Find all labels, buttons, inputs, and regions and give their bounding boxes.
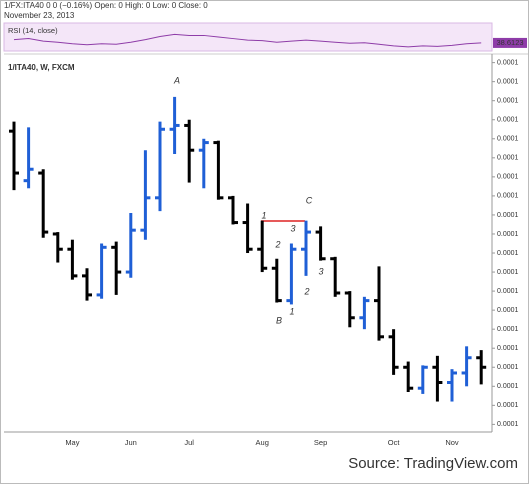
annotation: A: [173, 75, 180, 85]
y-tick-label: 0.0001: [497, 307, 519, 314]
rsi-label: 38.6123: [496, 38, 523, 47]
chart-title: 1/ITA40, W, FXCM: [8, 63, 75, 72]
annotation: 2: [274, 239, 280, 249]
annotation: 1: [289, 306, 294, 316]
annotation: 3: [318, 266, 323, 276]
y-tick-label: 0.0001: [497, 326, 519, 333]
x-tick-label: May: [65, 438, 79, 447]
x-tick-label: Aug: [256, 438, 269, 447]
y-tick-label: 0.0001: [497, 155, 519, 162]
x-tick-label: Nov: [445, 438, 459, 447]
rsi-title: RSI (14, close): [8, 26, 58, 35]
y-tick-label: 0.0001: [497, 383, 519, 390]
annotation: 1: [261, 210, 266, 220]
y-tick-label: 0.0001: [497, 250, 519, 257]
y-tick-label: 0.0001: [497, 59, 519, 66]
x-tick-label: Oct: [388, 438, 401, 447]
y-tick-label: 0.0001: [497, 98, 519, 105]
y-tick-label: 0.0001: [497, 402, 519, 409]
annotation: C: [306, 195, 313, 205]
y-tick-label: 0.0001: [497, 421, 519, 428]
y-tick-label: 0.0001: [497, 117, 519, 124]
y-tick-label: 0.0001: [497, 79, 519, 86]
y-tick-label: 0.0001: [497, 231, 519, 238]
y-tick-label: 0.0001: [497, 364, 519, 371]
date: November 23, 2013: [4, 11, 75, 20]
y-tick-label: 0.0001: [497, 269, 519, 276]
y-tick-label: 0.0001: [497, 193, 519, 200]
x-tick-label: Sep: [314, 438, 327, 447]
rsi-line: [13, 33, 482, 48]
y-tick-label: 0.0001: [497, 288, 519, 295]
y-tick-label: 0.0001: [497, 136, 519, 143]
rsi-label-box: [493, 37, 527, 48]
symbol-line: 1/FX:ITA40 0 0 (−0.16%) Open: 0 High: 0 …: [4, 1, 208, 10]
annotation: B: [276, 315, 282, 325]
annotation: 3: [290, 223, 295, 233]
y-tick-label: 0.0001: [497, 174, 519, 181]
source: Source: TradingView.com: [348, 455, 518, 472]
annotation: 2: [303, 286, 309, 296]
y-tick-label: 0.0001: [497, 345, 519, 352]
x-tick-label: Jul: [184, 438, 194, 447]
rsi-panel: [3, 22, 493, 52]
x-tick-label: Jun: [125, 438, 137, 447]
y-tick-label: 0.0001: [497, 212, 519, 219]
